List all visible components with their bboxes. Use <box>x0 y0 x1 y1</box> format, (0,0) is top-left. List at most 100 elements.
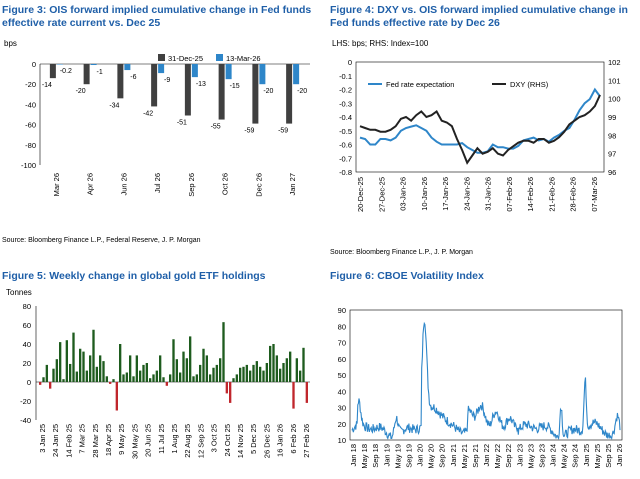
fig3-x-tick: Dec 26 <box>254 173 263 197</box>
fig5-bar <box>142 364 145 382</box>
fig5-bar <box>85 370 88 382</box>
fig5-bar <box>209 374 212 382</box>
fig4-x-tick: 24-Jan-26 <box>462 177 471 211</box>
fig5-bar <box>99 355 102 382</box>
fig4-x-tick: 10-Jan-26 <box>420 177 429 211</box>
fig6-x-tick: Jan 18 <box>349 444 358 467</box>
fig3-data-label: -14 <box>42 82 52 89</box>
fig5-x-tick: 27 Feb 26 <box>302 424 311 458</box>
fig5-x-tick: 3 Oct 25 <box>210 424 219 452</box>
fig5-bar <box>295 358 298 382</box>
fig5-bar <box>299 370 302 382</box>
fig5-bar <box>165 382 168 386</box>
fig3-data-label: -51 <box>177 120 187 127</box>
fig5-bar <box>202 348 205 382</box>
fig5-bar <box>49 382 52 389</box>
fig4-y-tick-right: 101 <box>608 76 621 85</box>
fig5-bar <box>69 363 72 382</box>
fig6-vix-line <box>351 321 621 441</box>
fig5-bar <box>65 340 68 382</box>
fig3-x-tick: Jun 26 <box>119 173 128 196</box>
fig6-y-tick: 10 <box>338 436 346 445</box>
fig5-bar <box>82 351 85 382</box>
fig5-bar <box>199 364 202 382</box>
fig5-bar <box>105 376 108 382</box>
fig5-bar <box>139 370 142 382</box>
fig5-bar <box>242 366 245 382</box>
fig4-y-tick-left: 0 <box>348 58 352 67</box>
fig6-y-tick: 80 <box>338 322 346 331</box>
fig5-x-tick: 18 Apr 25 <box>104 424 113 456</box>
fig5-x-tick: 1 Aug 25 <box>170 424 179 454</box>
fig3-x-tick: Oct 26 <box>221 173 230 195</box>
fig6-x-tick: Jan 26 <box>615 444 624 467</box>
fig5-bar <box>279 368 282 382</box>
fig3-data-label: -15 <box>230 83 240 90</box>
fig5-bar <box>275 355 278 382</box>
fig4-y-tick-right: 96 <box>608 168 616 177</box>
fig3-x-tick: Sep 26 <box>187 173 196 197</box>
fig5-bar <box>282 363 285 382</box>
fig5-bar <box>292 382 295 409</box>
fig5-bar <box>172 339 175 382</box>
fig5-bar <box>135 355 138 382</box>
fig5-bar <box>89 355 92 382</box>
fig6-y-tick: 50 <box>338 371 346 380</box>
fig5-bar <box>92 329 95 382</box>
fig5-bar <box>129 355 132 382</box>
fig4-y-tick-left: -0.6 <box>339 141 352 150</box>
fig5-bar <box>155 370 158 382</box>
fig5-x-tick: 26 Dec 25 <box>262 424 271 458</box>
fig5-x-tick: 14 Nov 25 <box>236 424 245 458</box>
fig4-y-tick-right: 102 <box>608 58 621 67</box>
fig5-bar <box>229 382 232 403</box>
fig3-data-label: -55 <box>211 124 221 131</box>
fig6-x-tick: May 21 <box>460 444 469 469</box>
fig5-bar <box>302 347 305 382</box>
fig3-data-label: -13 <box>196 81 206 88</box>
fig6-x-tick: Jan 19 <box>382 444 391 467</box>
fig5-y-tick: 60 <box>23 321 31 330</box>
fig5-x-tick: 5 Dec 25 <box>249 424 258 454</box>
fig5-x-tick: 22 Aug 25 <box>183 424 192 458</box>
fig3-bar <box>218 64 225 120</box>
fig4-y-tick-left: -0.2 <box>339 86 352 95</box>
fig4-legend-label: Fed rate expectation <box>386 80 454 89</box>
fig5-bar <box>239 367 242 382</box>
fig5-bar <box>185 358 188 382</box>
fig5-bar <box>79 348 82 382</box>
fig3-bar <box>191 64 198 78</box>
fig5-x-tick: 3 Jan 25 <box>38 424 47 453</box>
fig3-bar <box>151 64 158 107</box>
fig5-bar <box>112 379 115 382</box>
fig3-bar <box>225 64 232 80</box>
fig3-x-tick: Jan 27 <box>288 173 297 196</box>
fig4-subtitle: LHS: bps; RHS: Index=100 <box>332 39 429 48</box>
fig6-x-tick: Sep 18 <box>371 444 380 468</box>
fig6-x-tick: May 20 <box>427 444 436 469</box>
fig5-y-tick: 0 <box>27 378 31 387</box>
fig5-y-tick: -20 <box>20 397 31 406</box>
fig5-bar <box>215 364 218 382</box>
fig3-y-tick: -100 <box>21 161 36 170</box>
fig6-x-tick: Jan 22 <box>482 444 491 467</box>
fig3-data-label: -20 <box>263 88 273 95</box>
fig3-bar <box>83 64 90 85</box>
fig5-bar <box>245 364 248 382</box>
fig3-chart: 0 -20 -40 -60 -80 -100 -14 -0.2 Mar 26 -20 -1 Apr 2… <box>21 54 310 197</box>
fig5-bar <box>119 344 122 382</box>
fig3-data-label: -6 <box>130 74 136 81</box>
fig4-series-dxy-line <box>359 94 601 165</box>
fig4-y-tick-left: -0.8 <box>339 168 352 177</box>
fig5-bar <box>102 361 105 382</box>
fig5-unit-label: Tonnes <box>6 288 32 297</box>
fig6-x-tick: Jan 23 <box>515 444 524 467</box>
fig4-series-fed-rate-line <box>359 87 601 154</box>
fig4-x-tick: 07-Mar-26 <box>590 177 599 212</box>
fig4-x-tick: 28-Feb-26 <box>569 177 578 212</box>
fig6-x-tick: Sep 20 <box>438 444 447 468</box>
fig5-bar <box>179 372 182 382</box>
fig5-bar <box>235 374 238 382</box>
fig6-title: Figure 6: CBOE Volatility Index <box>330 270 484 282</box>
